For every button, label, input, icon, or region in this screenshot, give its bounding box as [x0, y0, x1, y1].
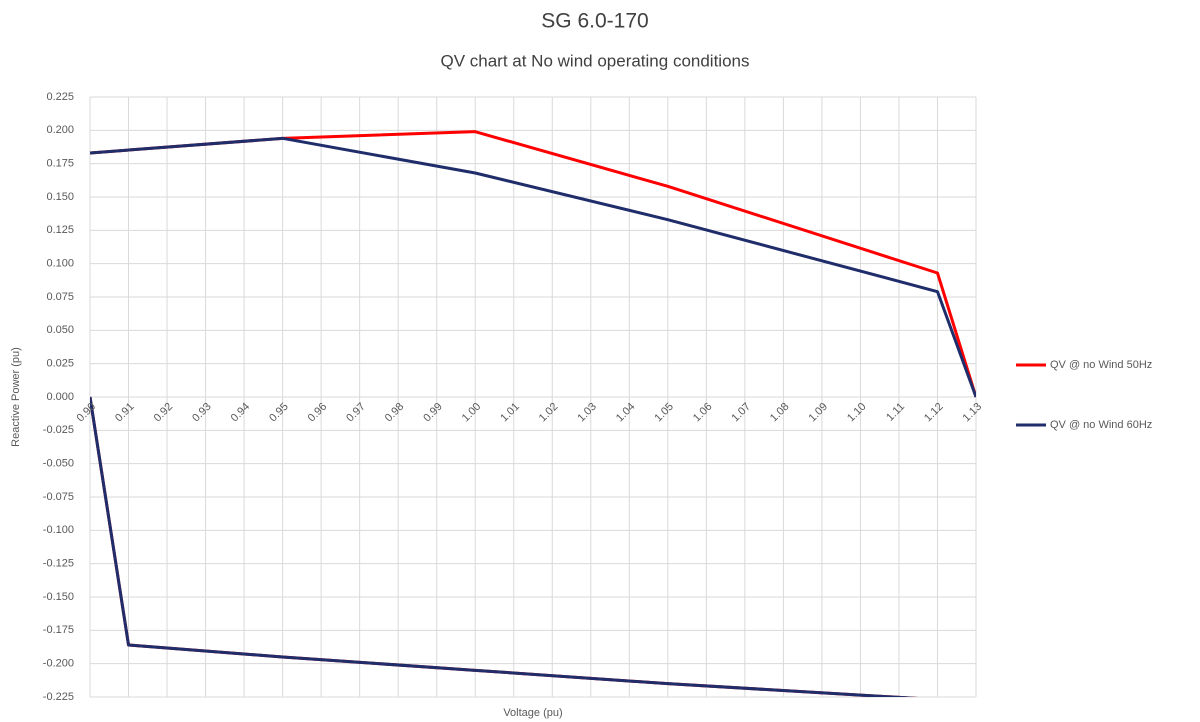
x-tick-label: 1.00	[460, 401, 484, 425]
y-tick-label: 0.175	[46, 158, 74, 170]
x-tick-label: 1.05	[652, 401, 676, 425]
legend-label: QV @ no Wind 60Hz	[1050, 419, 1152, 431]
grid	[89, 96, 977, 698]
plot	[90, 130, 976, 697]
y-tick-label: 0.000	[46, 391, 74, 403]
x-tick-label: 0.97	[344, 401, 368, 425]
y-tick-label: 0.200	[46, 124, 74, 136]
y-tick-label: 0.100	[46, 258, 74, 270]
x-tick-label: 0.94	[229, 401, 253, 425]
x-tick-label: 1.07	[729, 401, 753, 425]
y-tick-label: 0.150	[46, 191, 74, 203]
x-tick-label: 1.13	[961, 401, 985, 425]
x-tick-label: 0.92	[152, 401, 176, 425]
x-tick-label: 0.99	[421, 401, 445, 425]
y-tick-label: -0.100	[43, 524, 74, 536]
x-tick-label: 1.12	[922, 401, 946, 425]
y-tick-label: 0.225	[46, 91, 74, 103]
chart-title: SG 6.0-170	[541, 10, 648, 33]
x-tick-label: 0.91	[113, 401, 137, 425]
y-tick-label: -0.225	[43, 691, 74, 703]
x-axis-label: Voltage (pu)	[503, 707, 562, 719]
y-tick-label: -0.200	[43, 658, 74, 670]
y-axis-label: Reactive Power (pu)	[10, 347, 22, 447]
series-line	[90, 130, 976, 697]
series-line	[90, 136, 976, 697]
y-tick-label: -0.175	[43, 624, 74, 636]
y-tick-label: -0.125	[43, 558, 74, 570]
x-tick-label: 1.10	[845, 401, 869, 425]
legend-label: QV @ no Wind 50Hz	[1050, 359, 1152, 371]
legend: QV @ no Wind 50Hz QV @ no Wind 60Hz	[1016, 359, 1152, 431]
x-tick-label: 1.09	[806, 401, 830, 425]
x-tick-label: 0.96	[306, 401, 330, 425]
y-tick-label: -0.150	[43, 591, 74, 603]
x-tick-label: 1.04	[614, 401, 638, 425]
y-tick-label: 0.125	[46, 224, 74, 236]
x-tick-label: 0.95	[267, 401, 291, 425]
x-tick-label: 1.06	[691, 401, 715, 425]
y-tick-label: -0.050	[43, 458, 74, 470]
y-tick-label: 0.025	[46, 358, 74, 370]
x-tick-label: 0.98	[383, 401, 407, 425]
y-tick-label: 0.075	[46, 291, 74, 303]
y-tick-label: 0.050	[46, 324, 74, 336]
x-tick-label: 1.03	[575, 401, 599, 425]
chart-subtitle: QV chart at No wind operating conditions	[440, 51, 749, 70]
x-tick-label: 1.01	[498, 401, 522, 425]
x-tick-label: 1.11	[884, 401, 907, 424]
x-tick-label: 1.08	[768, 401, 792, 425]
x-tick-label: 0.93	[190, 401, 214, 425]
x-tick-label: 1.02	[537, 401, 561, 425]
y-tick-label: -0.025	[43, 424, 74, 436]
y-tick-label: -0.075	[43, 491, 74, 503]
